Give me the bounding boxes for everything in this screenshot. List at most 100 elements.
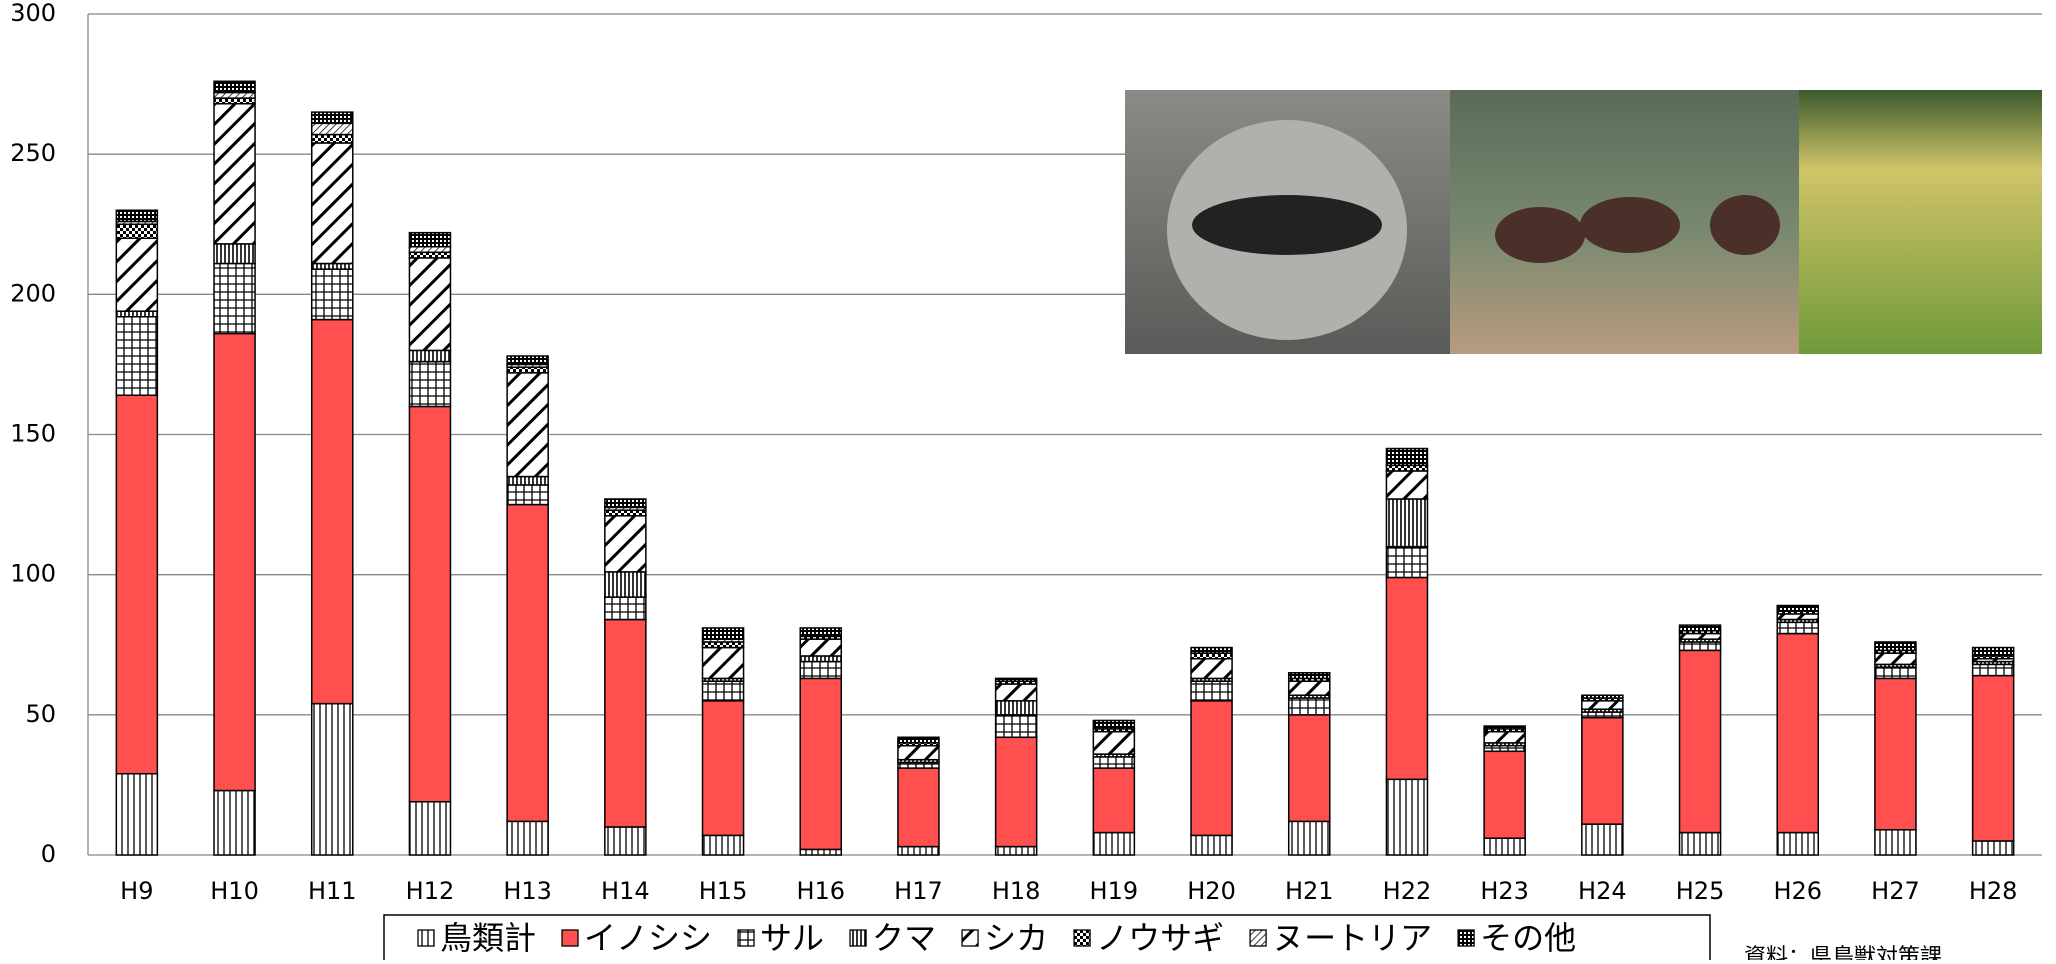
bar-segment	[214, 81, 255, 92]
bar-segment	[507, 373, 548, 477]
legend-label: イノシシ	[584, 919, 712, 957]
bar-segment	[116, 224, 157, 238]
y-tick-label: 50	[25, 700, 56, 728]
x-tick-label: H26	[1773, 877, 1822, 905]
bar-segment	[507, 821, 548, 855]
x-tick-label: H28	[1969, 877, 2018, 905]
bar-segment	[1289, 821, 1330, 855]
bar-segment	[409, 252, 450, 258]
bar-segment	[605, 827, 646, 855]
bar-segment	[1386, 547, 1427, 578]
x-tick-label: H20	[1187, 877, 1236, 905]
bar-segment	[703, 835, 744, 855]
bar-segment	[1973, 676, 2014, 841]
bar-segment	[1386, 779, 1427, 855]
bar-segment	[1093, 732, 1134, 754]
bar-segment	[800, 656, 841, 662]
bar-segment	[1680, 634, 1721, 640]
bar-segment	[1582, 824, 1623, 855]
legend-label: クマ	[872, 919, 936, 957]
bar-segment	[898, 762, 939, 768]
bar-segment	[800, 678, 841, 849]
legend-swatch	[1250, 930, 1266, 946]
bar-segment	[1680, 650, 1721, 832]
bar-segment	[898, 768, 939, 846]
x-tick-label: H24	[1578, 877, 1627, 905]
bar-segment	[409, 406, 450, 801]
bar-segment	[116, 317, 157, 395]
photo-fence	[1799, 90, 2042, 354]
bar-segment	[116, 311, 157, 317]
y-tick-label: 100	[10, 560, 56, 588]
bar-segment	[1484, 746, 1525, 752]
bar-segment	[1191, 653, 1232, 659]
bar-segment	[1582, 718, 1623, 825]
bar-segment	[800, 628, 841, 636]
bar-segment	[312, 269, 353, 319]
bar-segment	[507, 505, 548, 822]
bar-segment	[312, 135, 353, 143]
bar-segment	[703, 642, 744, 648]
bar-segment	[214, 263, 255, 333]
x-tick-label: H17	[894, 877, 943, 905]
bar-segment	[507, 367, 548, 373]
bar-segment	[214, 92, 255, 98]
bar-segment	[312, 704, 353, 855]
y-tick-label: 300	[10, 0, 56, 27]
legend-swatch	[418, 930, 434, 946]
bar-segment	[1191, 835, 1232, 855]
legend-swatch	[1074, 930, 1090, 946]
bar-segment	[214, 98, 255, 104]
x-tick-label: H14	[601, 877, 650, 905]
y-tick-label: 0	[41, 840, 56, 868]
bar-segment	[1875, 642, 1916, 650]
bar-segment	[409, 362, 450, 407]
bar-segment	[409, 802, 450, 855]
bar-segment	[898, 746, 939, 760]
y-tick-label: 250	[10, 139, 56, 167]
bar-segment	[312, 320, 353, 704]
x-tick-label: H9	[120, 877, 153, 905]
x-tick-label: H16	[796, 877, 845, 905]
source-note: 資料：県鳥獣対策課	[1744, 945, 1942, 960]
bar-segment	[409, 247, 450, 253]
legend-swatch	[1458, 930, 1474, 946]
photo-boar	[1495, 207, 1585, 263]
bar-segment	[1484, 726, 1525, 729]
bar-segment	[996, 678, 1037, 681]
bar-segment	[214, 244, 255, 264]
legend-label: その他	[1480, 919, 1576, 957]
bar-segment	[1973, 664, 2014, 675]
x-tick-label: H19	[1090, 877, 1139, 905]
bar-segment	[996, 684, 1037, 701]
x-tick-label: H27	[1871, 877, 1920, 905]
bar-segment	[800, 662, 841, 679]
bar-segment	[1582, 701, 1623, 709]
bar-segment	[1875, 678, 1916, 829]
bar-segment	[898, 737, 939, 743]
bar-segment	[116, 210, 157, 221]
photos	[1125, 90, 2042, 354]
x-tick-label: H18	[992, 877, 1041, 905]
bar-segment	[116, 238, 157, 311]
bar-segment	[1680, 625, 1721, 631]
bar-segment	[507, 477, 548, 485]
bar-segment	[214, 791, 255, 855]
bar-segment	[1191, 648, 1232, 654]
bar-segment	[409, 258, 450, 351]
bar-segment	[1973, 648, 2014, 656]
x-tick-label: H23	[1480, 877, 1529, 905]
bar-segment	[1386, 577, 1427, 779]
chart: 資料：県鳥獣対策課 050100150200250300 H9H10H11H12…	[0, 0, 2056, 960]
bar-segment	[1973, 841, 2014, 855]
bar-segment	[1289, 698, 1330, 715]
bar-segment	[1777, 622, 1818, 633]
bar-segment	[1093, 833, 1134, 855]
bar-segment	[1484, 732, 1525, 743]
bar-segment	[1289, 673, 1330, 679]
bar-segment	[703, 681, 744, 701]
bar-segment	[1289, 681, 1330, 695]
bar-segment	[214, 104, 255, 244]
legend-label: サル	[760, 919, 824, 957]
legend-label: ノウサギ	[1096, 919, 1224, 957]
